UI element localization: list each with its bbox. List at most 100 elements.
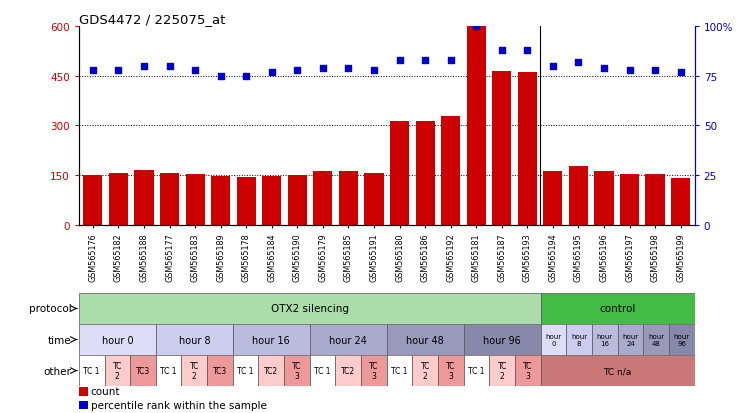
Bar [185, 175, 205, 225]
Bar [543, 171, 562, 225]
Bar [438, 355, 464, 386]
Text: time: time [48, 335, 71, 345]
Bar [284, 355, 310, 386]
Point [445, 57, 457, 64]
Point [138, 63, 150, 70]
Bar [83, 176, 102, 225]
Bar [336, 355, 361, 386]
Bar [109, 174, 128, 225]
Bar [310, 355, 336, 386]
Text: hour 96: hour 96 [484, 335, 521, 345]
Point [291, 67, 303, 74]
Bar [617, 324, 644, 355]
Bar [620, 175, 639, 225]
Point [470, 24, 482, 30]
Bar [361, 355, 387, 386]
Bar [258, 355, 284, 386]
Bar [310, 324, 387, 355]
Text: other: other [44, 366, 71, 376]
Text: TC 1: TC 1 [315, 366, 331, 375]
Bar [646, 175, 665, 225]
Bar [364, 174, 384, 225]
Text: hour
48: hour 48 [648, 333, 664, 346]
Text: TC
3: TC 3 [446, 361, 456, 380]
Text: hour
8: hour 8 [572, 333, 587, 346]
Text: TC
3: TC 3 [292, 361, 302, 380]
Bar [211, 176, 231, 225]
Bar [671, 178, 690, 225]
Point [419, 57, 431, 64]
Text: TC
3: TC 3 [369, 361, 379, 380]
Text: TC
2: TC 2 [498, 361, 507, 380]
Bar [156, 355, 182, 386]
Bar [156, 324, 233, 355]
Text: hour 24: hour 24 [330, 335, 367, 345]
Bar [492, 71, 511, 225]
Text: hour 8: hour 8 [179, 335, 210, 345]
Text: hour 0: hour 0 [101, 335, 133, 345]
Bar [541, 293, 695, 324]
Bar [669, 324, 695, 355]
Bar [569, 166, 588, 225]
Bar [79, 324, 156, 355]
Text: TC 1: TC 1 [83, 366, 100, 375]
Point [674, 69, 686, 76]
Text: percentile rank within the sample: percentile rank within the sample [91, 400, 267, 410]
Bar [233, 324, 310, 355]
Point [87, 67, 99, 74]
Bar [594, 171, 614, 225]
Point [215, 73, 227, 80]
Bar [233, 355, 258, 386]
Text: TC 1: TC 1 [161, 366, 177, 375]
Point [521, 47, 533, 54]
Bar [262, 176, 282, 225]
Bar [207, 355, 233, 386]
Bar [104, 355, 130, 386]
Text: TC3: TC3 [213, 366, 227, 375]
Point [317, 65, 329, 72]
Bar [134, 171, 154, 225]
Bar [517, 73, 537, 225]
Point [394, 57, 406, 64]
Text: count: count [91, 387, 120, 396]
Bar [490, 355, 515, 386]
Text: hour
96: hour 96 [674, 333, 690, 346]
Point [164, 63, 176, 70]
Bar [160, 174, 179, 225]
Point [113, 67, 125, 74]
Point [496, 47, 508, 54]
Bar [464, 355, 490, 386]
Bar [644, 324, 669, 355]
Bar [441, 117, 460, 225]
Text: OTX2 silencing: OTX2 silencing [271, 304, 348, 314]
Bar [339, 171, 358, 225]
Bar [541, 355, 695, 386]
Bar [237, 178, 256, 225]
Text: TC 1: TC 1 [391, 366, 408, 375]
Text: TC2: TC2 [264, 366, 279, 375]
Point [368, 67, 380, 74]
Text: control: control [599, 304, 636, 314]
Bar [79, 355, 104, 386]
Text: hour 48: hour 48 [406, 335, 444, 345]
Bar [79, 293, 541, 324]
Bar [387, 324, 464, 355]
Bar [466, 27, 486, 225]
Bar [387, 355, 412, 386]
Bar [415, 122, 435, 225]
Text: protocol: protocol [29, 304, 71, 314]
Point [623, 67, 635, 74]
Text: TC
2: TC 2 [421, 361, 430, 380]
Bar [182, 355, 207, 386]
Bar [464, 324, 541, 355]
Bar [412, 355, 438, 386]
Text: hour
16: hour 16 [597, 333, 613, 346]
Text: TC
2: TC 2 [190, 361, 199, 380]
Text: TC
2: TC 2 [113, 361, 122, 380]
Point [649, 67, 661, 74]
Text: hour
0: hour 0 [545, 333, 562, 346]
Text: TC2: TC2 [341, 366, 355, 375]
Bar [288, 176, 307, 225]
Bar [592, 324, 618, 355]
Text: GDS4472 / 225075_at: GDS4472 / 225075_at [79, 13, 225, 26]
